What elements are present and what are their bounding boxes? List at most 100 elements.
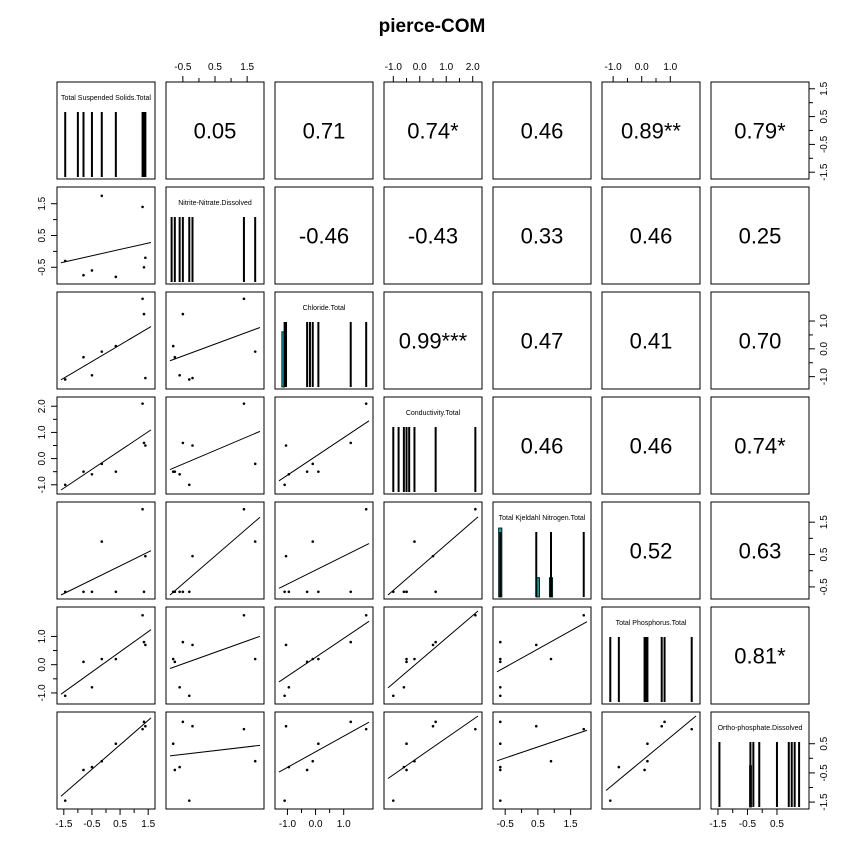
point-6-2-2 [311, 759, 315, 763]
variable-label-2: Chloride.Total [303, 305, 346, 312]
point-2-0-0 [63, 378, 67, 381]
fit-line-3-0 [60, 429, 152, 491]
correlation-value-2-5: 0.41 [630, 329, 673, 354]
point-3-0-1 [82, 470, 85, 473]
point-5-1-7 [191, 643, 194, 647]
point-4-1-2 [253, 540, 257, 543]
point-6-1-7 [191, 724, 194, 728]
point-6-4-5 [582, 727, 586, 731]
tick-label-right-0-0: -1.5 [819, 163, 830, 181]
point-5-4-1 [498, 660, 502, 664]
point-5-1-4 [171, 657, 175, 661]
point-6-5-3 [617, 765, 621, 769]
point-3-1-7 [191, 444, 194, 447]
point-5-1-5 [242, 613, 246, 617]
point-6-5-5 [690, 727, 694, 731]
tick-label-bottom-2-1: 0.5 [531, 819, 545, 830]
point-6-4-2 [549, 759, 553, 763]
point-3-0-5 [141, 402, 144, 405]
tick-label-top-1-1: 0.0 [413, 62, 427, 73]
tick-label-left-0-0: -0.5 [37, 258, 48, 276]
point-5-4-0 [498, 694, 502, 698]
point-5-0-0 [63, 694, 67, 698]
point-6-3-3 [402, 765, 406, 769]
point-3-1-4 [171, 470, 175, 473]
point-4-3-6 [434, 590, 437, 594]
point-6-4-7 [534, 724, 538, 728]
correlation-value-3-6: 0.74* [734, 434, 786, 459]
tick-label-left-1-2: 1.0 [37, 425, 48, 439]
fit-line-5-3 [387, 610, 479, 689]
point-4-0-5 [141, 507, 144, 511]
point-4-3-0 [391, 590, 395, 594]
point-4-3-2 [413, 540, 416, 543]
point-6-3-7 [431, 724, 435, 728]
panel-5-2 [274, 606, 374, 705]
fit-line-5-4 [496, 621, 588, 673]
point-4-2-6 [349, 590, 353, 594]
tick-label-right-3-2: 0.5 [819, 736, 830, 750]
point-1-0-3 [90, 269, 94, 272]
tick-label-bottom-1-2: 1.0 [337, 819, 351, 830]
point-6-1-0 [187, 799, 191, 802]
point-4-2-4 [317, 590, 320, 594]
variable-label-4: Total Kjeldahl Nitrogen.Total [499, 515, 586, 522]
correlation-value-0-6: 0.79* [734, 119, 786, 144]
point-4-2-7 [284, 554, 288, 558]
point-6-4-4 [498, 742, 502, 746]
point-4-0-6 [142, 590, 146, 594]
fit-line-5-1 [169, 635, 261, 669]
tick-label-top-0-1: 0.5 [208, 62, 222, 73]
point-6-3-1 [405, 768, 408, 772]
point-4-3-3 [402, 590, 406, 594]
tick-label-left-0-2: 1.5 [37, 196, 48, 210]
panel-4-6 [710, 501, 810, 600]
point-4-3-7 [431, 554, 435, 558]
point-5-1-6 [181, 640, 185, 644]
point-4-1-7 [191, 554, 194, 558]
panel-5-3 [383, 606, 483, 705]
point-1-0-5 [141, 205, 144, 209]
point-5-4-6 [498, 640, 502, 644]
correlation-value-4-6: 0.63 [739, 539, 782, 564]
point-5-4-5 [582, 613, 586, 617]
point-6-3-2 [413, 759, 416, 763]
point-6-4-3 [498, 765, 502, 769]
point-3-1-6 [181, 441, 185, 445]
point-6-0-1 [82, 768, 85, 772]
tick-label-bottom-0-3: 1.5 [141, 819, 155, 830]
tick-label-left-2-2: 1.0 [37, 629, 48, 643]
panel-3-2 [274, 396, 374, 495]
tick-label-right-3-1: -0.5 [819, 764, 830, 782]
correlation-value-0-3: 0.74* [407, 119, 459, 144]
tick-label-bottom-0-2: 0.5 [113, 819, 127, 830]
point-6-3-5 [474, 727, 477, 731]
point-5-0-6 [142, 640, 146, 644]
panel-6-6 [710, 711, 810, 810]
point-6-5-4 [646, 742, 649, 746]
panel-6-1 [165, 711, 265, 810]
point-4-0-1 [82, 590, 85, 594]
correlation-value-2-4: 0.47 [521, 329, 564, 354]
point-5-0-1 [82, 660, 85, 664]
tick-label-left-2-0: -1.0 [37, 684, 48, 702]
tick-label-bottom-1-1: 0.0 [309, 819, 323, 830]
panel-5-6 [710, 606, 810, 705]
point-3-0-2 [100, 462, 104, 466]
point-6-0-5 [141, 727, 144, 731]
panel-4-1 [165, 501, 265, 600]
panel-2-5 [601, 291, 701, 390]
tick-label-bottom-2-0: -0.5 [497, 819, 515, 830]
tick-label-top-1-3: 2.0 [466, 62, 480, 73]
point-3-2-0 [283, 483, 286, 487]
point-1-0-6 [142, 265, 146, 269]
point-1-0-2 [100, 194, 104, 198]
panel-5-1 [165, 606, 265, 705]
point-6-0-0 [63, 799, 67, 802]
panel-2-6 [710, 291, 810, 390]
panel-1-2 [274, 186, 374, 285]
tick-label-bottom-1-0: -1.0 [279, 819, 297, 830]
point-4-2-0 [283, 590, 286, 594]
point-3-0-3 [90, 472, 94, 476]
point-6-1-1 [173, 768, 177, 772]
